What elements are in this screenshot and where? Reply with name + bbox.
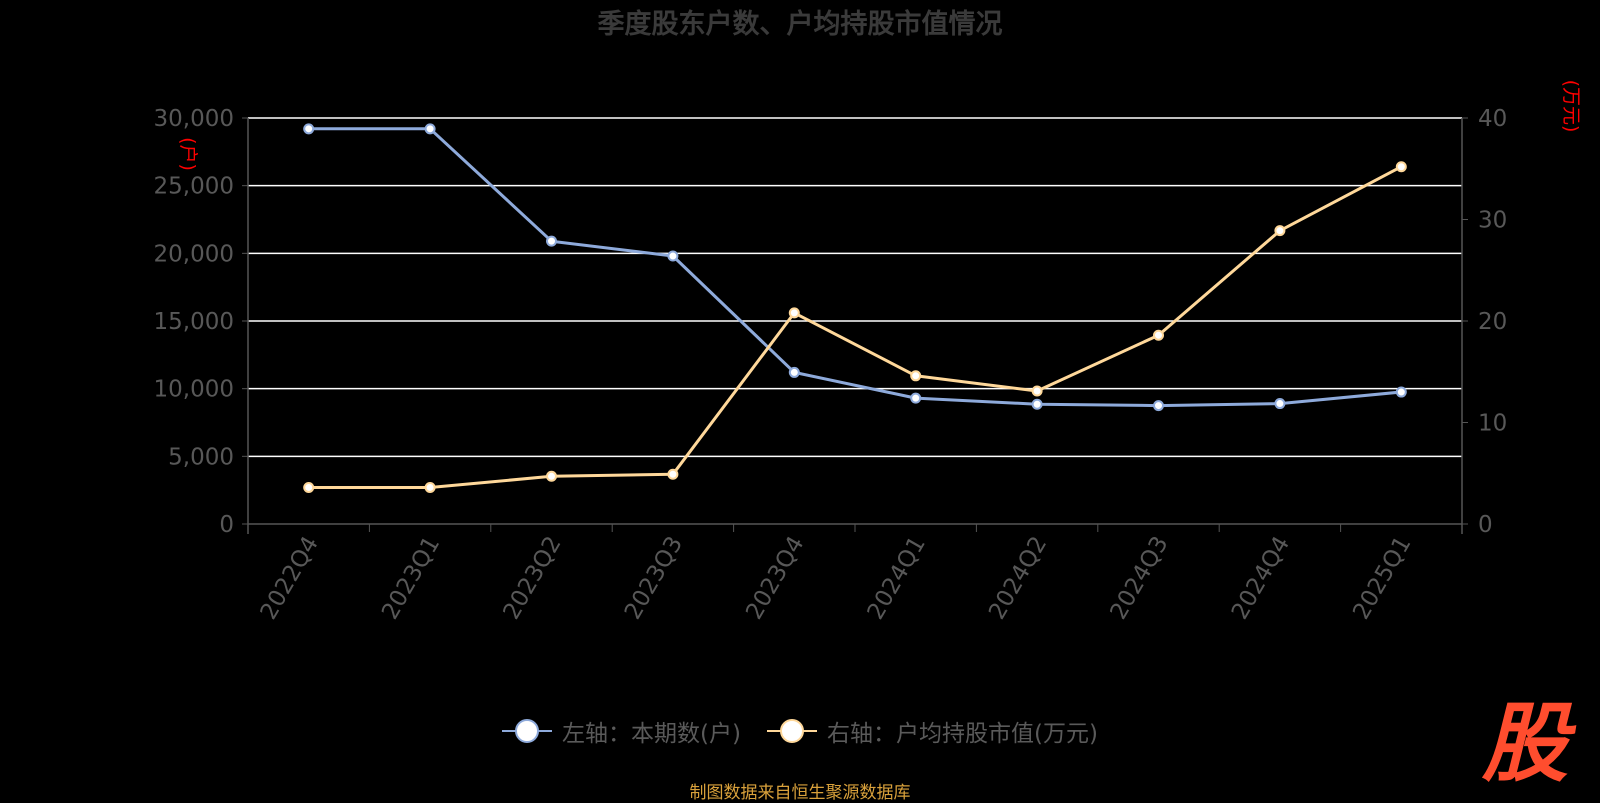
data-point-avg-value <box>1395 161 1407 173</box>
data-point-households <box>1153 400 1164 412</box>
x-tick-label: 2023Q3 <box>620 532 688 624</box>
legend-label-households: 左轴：本期数(户) <box>562 721 741 747</box>
legend-item-avg-value[interactable]: 右轴：户均持股市值(万元) <box>767 714 1098 748</box>
data-point-households <box>788 366 800 378</box>
data-point-households <box>303 123 315 135</box>
legend-symbol-avg-value-icon <box>767 719 817 743</box>
data-point-households <box>546 235 557 247</box>
data-point-avg-value <box>667 468 679 480</box>
x-tick-label: 2024Q4 <box>1227 532 1295 624</box>
x-tick-label: 2023Q2 <box>499 532 567 624</box>
data-point-avg-value <box>910 370 922 382</box>
data-point-households <box>1031 398 1043 410</box>
data-point-avg-value <box>303 481 315 493</box>
left-tick-label: 25,000 <box>154 174 234 200</box>
x-tick-label: 2022Q4 <box>256 532 324 624</box>
left-tick-label: 0 <box>219 512 234 538</box>
axes: 0 5,000 10,000 15,000 20,000 25,000 30,000 0 10 2… <box>154 106 1508 624</box>
right-tick-label: 30 <box>1478 208 1507 234</box>
right-axis-label: (万元) <box>1560 80 1582 133</box>
x-tick-label: 2024Q1 <box>863 532 931 624</box>
grid-lines <box>248 117 1462 458</box>
data-point-households <box>1395 386 1407 398</box>
data-point-avg-value <box>1153 329 1164 341</box>
chart-title: 季度股东户数、户均持股市值情况 <box>598 8 1003 40</box>
left-tick-label: 15,000 <box>154 309 234 335</box>
x-tick-label: 2023Q4 <box>741 532 809 624</box>
data-point-households <box>910 392 922 404</box>
left-axis-label: (户) <box>177 137 199 171</box>
right-tick-label: 40 <box>1478 106 1507 132</box>
left-tick-label: 10,000 <box>154 377 234 403</box>
data-point-households <box>424 123 436 135</box>
data-point-avg-value <box>788 307 800 319</box>
legend-label-avg-value: 右轴：户均持股市值(万元) <box>827 721 1098 747</box>
legend-symbol-households-icon <box>502 719 553 743</box>
right-tick-label: 20 <box>1478 309 1507 335</box>
left-tick-label: 30,000 <box>154 106 234 132</box>
left-tick-label: 5,000 <box>168 444 234 470</box>
series-line-households <box>308 127 1402 408</box>
x-tick-label: 2023Q1 <box>377 532 445 624</box>
right-tick-label: 10 <box>1478 411 1507 437</box>
left-tick-label: 20,000 <box>154 241 234 267</box>
data-point-households <box>1274 398 1286 410</box>
legend: 左轴：本期数(户) 右轴：户均持股市值(万元) <box>0 714 1600 748</box>
data-point-households <box>667 250 679 262</box>
right-tick-label: 0 <box>1478 512 1493 538</box>
x-tick-label: 2024Q2 <box>984 532 1052 624</box>
data-point-avg-value <box>1031 385 1043 397</box>
data-point-avg-value <box>424 481 436 493</box>
series-line-avg-value <box>308 165 1402 489</box>
data-point-avg-value <box>546 470 557 482</box>
x-tick-label: 2025Q1 <box>1348 532 1416 624</box>
brand-logo: 股 <box>1482 694 1568 794</box>
data-source-note: 制图数据来自恒生聚源数据库 <box>689 783 911 803</box>
x-tick-label: 2024Q3 <box>1106 532 1174 624</box>
series <box>303 123 1407 493</box>
legend-item-households[interactable]: 左轴：本期数(户) <box>502 714 741 748</box>
data-point-avg-value <box>1274 225 1286 237</box>
